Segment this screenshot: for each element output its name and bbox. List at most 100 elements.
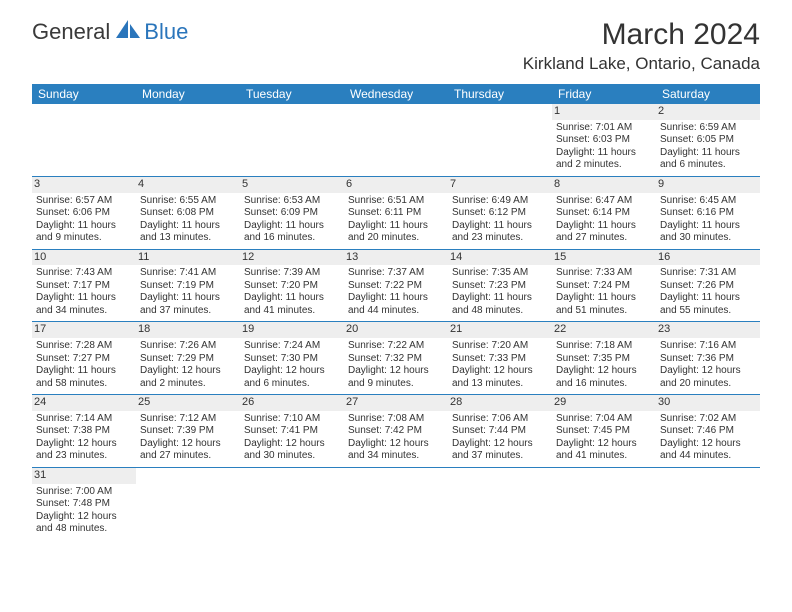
daylight-text: Daylight: 11 hours and 9 minutes. [36,220,132,245]
sunset-text: Sunset: 6:05 PM [660,134,756,147]
sunrise-text: Sunrise: 7:04 AM [556,413,652,426]
week-row: 17Sunrise: 7:28 AMSunset: 7:27 PMDayligh… [32,322,760,395]
sunset-text: Sunset: 7:46 PM [660,425,756,438]
day-number: 30 [656,395,760,411]
sunset-text: Sunset: 7:39 PM [140,425,236,438]
day-number: 1 [552,104,656,120]
daylight-text: Daylight: 12 hours and 23 minutes. [36,438,132,463]
sunset-text: Sunset: 7:22 PM [348,280,444,293]
day-cell: 2Sunrise: 6:59 AMSunset: 6:05 PMDaylight… [656,104,760,176]
day-cell: 5Sunrise: 6:53 AMSunset: 6:09 PMDaylight… [240,177,344,249]
empty-cell [136,468,240,540]
sunrise-text: Sunrise: 6:47 AM [556,195,652,208]
week-row: 1Sunrise: 7:01 AMSunset: 6:03 PMDaylight… [32,104,760,177]
sunset-text: Sunset: 6:03 PM [556,134,652,147]
week-row: 31Sunrise: 7:00 AMSunset: 7:48 PMDayligh… [32,468,760,540]
day-number: 24 [32,395,136,411]
sunset-text: Sunset: 7:36 PM [660,353,756,366]
weekday-thursday: Thursday [448,84,552,104]
sunrise-text: Sunrise: 6:49 AM [452,195,548,208]
sunset-text: Sunset: 7:33 PM [452,353,548,366]
weekday-wednesday: Wednesday [344,84,448,104]
sunset-text: Sunset: 7:42 PM [348,425,444,438]
day-number: 14 [448,250,552,266]
day-cell: 31Sunrise: 7:00 AMSunset: 7:48 PMDayligh… [32,468,136,540]
sunrise-text: Sunrise: 7:16 AM [660,340,756,353]
logo: General Blue [32,18,188,45]
daylight-text: Daylight: 11 hours and 34 minutes. [36,292,132,317]
week-row: 10Sunrise: 7:43 AMSunset: 7:17 PMDayligh… [32,250,760,323]
sunrise-text: Sunrise: 7:35 AM [452,267,548,280]
day-cell: 15Sunrise: 7:33 AMSunset: 7:24 PMDayligh… [552,250,656,322]
sunrise-text: Sunrise: 7:02 AM [660,413,756,426]
day-cell: 9Sunrise: 6:45 AMSunset: 6:16 PMDaylight… [656,177,760,249]
day-number: 26 [240,395,344,411]
day-cell: 18Sunrise: 7:26 AMSunset: 7:29 PMDayligh… [136,322,240,394]
sunset-text: Sunset: 7:45 PM [556,425,652,438]
day-number: 19 [240,322,344,338]
daylight-text: Daylight: 11 hours and 51 minutes. [556,292,652,317]
sunrise-text: Sunrise: 7:18 AM [556,340,652,353]
sunrise-text: Sunrise: 7:14 AM [36,413,132,426]
empty-cell [552,468,656,540]
weekday-row: SundayMondayTuesdayWednesdayThursdayFrid… [32,84,760,104]
calendar: SundayMondayTuesdayWednesdayThursdayFrid… [32,84,760,540]
sunset-text: Sunset: 7:17 PM [36,280,132,293]
sunrise-text: Sunrise: 7:41 AM [140,267,236,280]
sunset-text: Sunset: 6:09 PM [244,207,340,220]
sunrise-text: Sunrise: 7:10 AM [244,413,340,426]
sunrise-text: Sunrise: 7:43 AM [36,267,132,280]
day-cell: 4Sunrise: 6:55 AMSunset: 6:08 PMDaylight… [136,177,240,249]
sunrise-text: Sunrise: 7:08 AM [348,413,444,426]
day-number: 20 [344,322,448,338]
day-cell: 30Sunrise: 7:02 AMSunset: 7:46 PMDayligh… [656,395,760,467]
sunrise-text: Sunrise: 7:22 AM [348,340,444,353]
day-number: 29 [552,395,656,411]
day-number: 31 [32,468,136,484]
sunset-text: Sunset: 7:29 PM [140,353,236,366]
day-cell: 8Sunrise: 6:47 AMSunset: 6:14 PMDaylight… [552,177,656,249]
empty-cell [448,104,552,176]
sunrise-text: Sunrise: 7:24 AM [244,340,340,353]
weekday-tuesday: Tuesday [240,84,344,104]
sunset-text: Sunset: 6:11 PM [348,207,444,220]
week-row: 3Sunrise: 6:57 AMSunset: 6:06 PMDaylight… [32,177,760,250]
daylight-text: Daylight: 11 hours and 13 minutes. [140,220,236,245]
day-cell: 6Sunrise: 6:51 AMSunset: 6:11 PMDaylight… [344,177,448,249]
empty-cell [344,104,448,176]
sunrise-text: Sunrise: 7:28 AM [36,340,132,353]
day-cell: 16Sunrise: 7:31 AMSunset: 7:26 PMDayligh… [656,250,760,322]
daylight-text: Daylight: 11 hours and 58 minutes. [36,365,132,390]
day-number: 2 [656,104,760,120]
day-number: 17 [32,322,136,338]
sunrise-text: Sunrise: 7:01 AM [556,122,652,135]
daylight-text: Daylight: 11 hours and 55 minutes. [660,292,756,317]
sunset-text: Sunset: 7:24 PM [556,280,652,293]
day-cell: 22Sunrise: 7:18 AMSunset: 7:35 PMDayligh… [552,322,656,394]
sunrise-text: Sunrise: 6:51 AM [348,195,444,208]
daylight-text: Daylight: 11 hours and 41 minutes. [244,292,340,317]
sunrise-text: Sunrise: 6:59 AM [660,122,756,135]
daylight-text: Daylight: 12 hours and 37 minutes. [452,438,548,463]
sunrise-text: Sunrise: 6:53 AM [244,195,340,208]
week-row: 24Sunrise: 7:14 AMSunset: 7:38 PMDayligh… [32,395,760,468]
logo-text-general: General [32,19,110,45]
sunset-text: Sunset: 6:16 PM [660,207,756,220]
day-number: 23 [656,322,760,338]
logo-text-blue: Blue [144,19,188,45]
sunset-text: Sunset: 7:44 PM [452,425,548,438]
sunset-text: Sunset: 7:26 PM [660,280,756,293]
day-number: 16 [656,250,760,266]
day-number: 18 [136,322,240,338]
day-cell: 21Sunrise: 7:20 AMSunset: 7:33 PMDayligh… [448,322,552,394]
day-number: 6 [344,177,448,193]
month-title: March 2024 [523,18,760,52]
location: Kirkland Lake, Ontario, Canada [523,54,760,74]
sunset-text: Sunset: 7:35 PM [556,353,652,366]
sunset-text: Sunset: 6:14 PM [556,207,652,220]
day-cell: 26Sunrise: 7:10 AMSunset: 7:41 PMDayligh… [240,395,344,467]
day-number: 28 [448,395,552,411]
title-block: March 2024 Kirkland Lake, Ontario, Canad… [523,18,760,74]
daylight-text: Daylight: 12 hours and 34 minutes. [348,438,444,463]
day-number: 5 [240,177,344,193]
